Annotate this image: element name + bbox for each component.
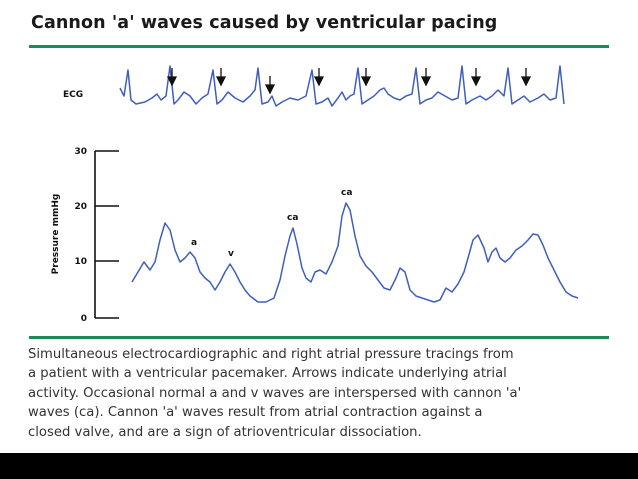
- arrow-icon: [420, 68, 432, 87]
- tick-label: 0: [81, 314, 87, 324]
- caption-line: closed valve, and are a sign of atrioven…: [28, 424, 422, 440]
- annotation-ca: ca: [341, 188, 352, 198]
- slide-title: Cannon 'a' waves caused by ventricular p…: [31, 13, 498, 33]
- tracing-figure: ECG Pressure mmHg 30 20 10 0 a v ca ca: [51, 65, 579, 324]
- ecg-arrows: [166, 68, 532, 95]
- annotation-a: a: [191, 238, 197, 248]
- tick-label: 20: [74, 202, 87, 212]
- arrow-icon: [264, 76, 276, 95]
- figure-caption: Simultaneous electrocardiographic and ri…: [28, 345, 618, 442]
- annotation-v: v: [228, 249, 234, 259]
- arrow-icon: [360, 68, 372, 87]
- arrow-icon: [470, 68, 482, 87]
- arrow-icon: [313, 68, 325, 87]
- arrow-icon: [166, 68, 178, 87]
- arrow-icon: [215, 68, 227, 87]
- arrow-icon: [520, 68, 532, 87]
- pressure-axis-label: Pressure mmHg: [51, 194, 61, 275]
- tick-label: 30: [74, 147, 87, 157]
- annotation-ca: ca: [287, 213, 298, 223]
- caption-line: activity. Occasional normal a and v wave…: [28, 385, 522, 401]
- ecg-label: ECG: [63, 90, 83, 100]
- caption-line: Simultaneous electrocardiographic and ri…: [28, 347, 514, 362]
- tick-label: 10: [74, 257, 87, 267]
- pressure-trace: [131, 202, 579, 303]
- caption-divider: [29, 336, 609, 339]
- pressure-axis: [94, 150, 119, 319]
- title-divider: [29, 45, 609, 48]
- footer-bar: [0, 453, 638, 479]
- caption-line: a patient with a ventricular pacemaker. …: [28, 366, 507, 382]
- caption-line: waves (ca). Cannon 'a' waves result from…: [28, 405, 483, 421]
- ecg-trace: [119, 65, 565, 107]
